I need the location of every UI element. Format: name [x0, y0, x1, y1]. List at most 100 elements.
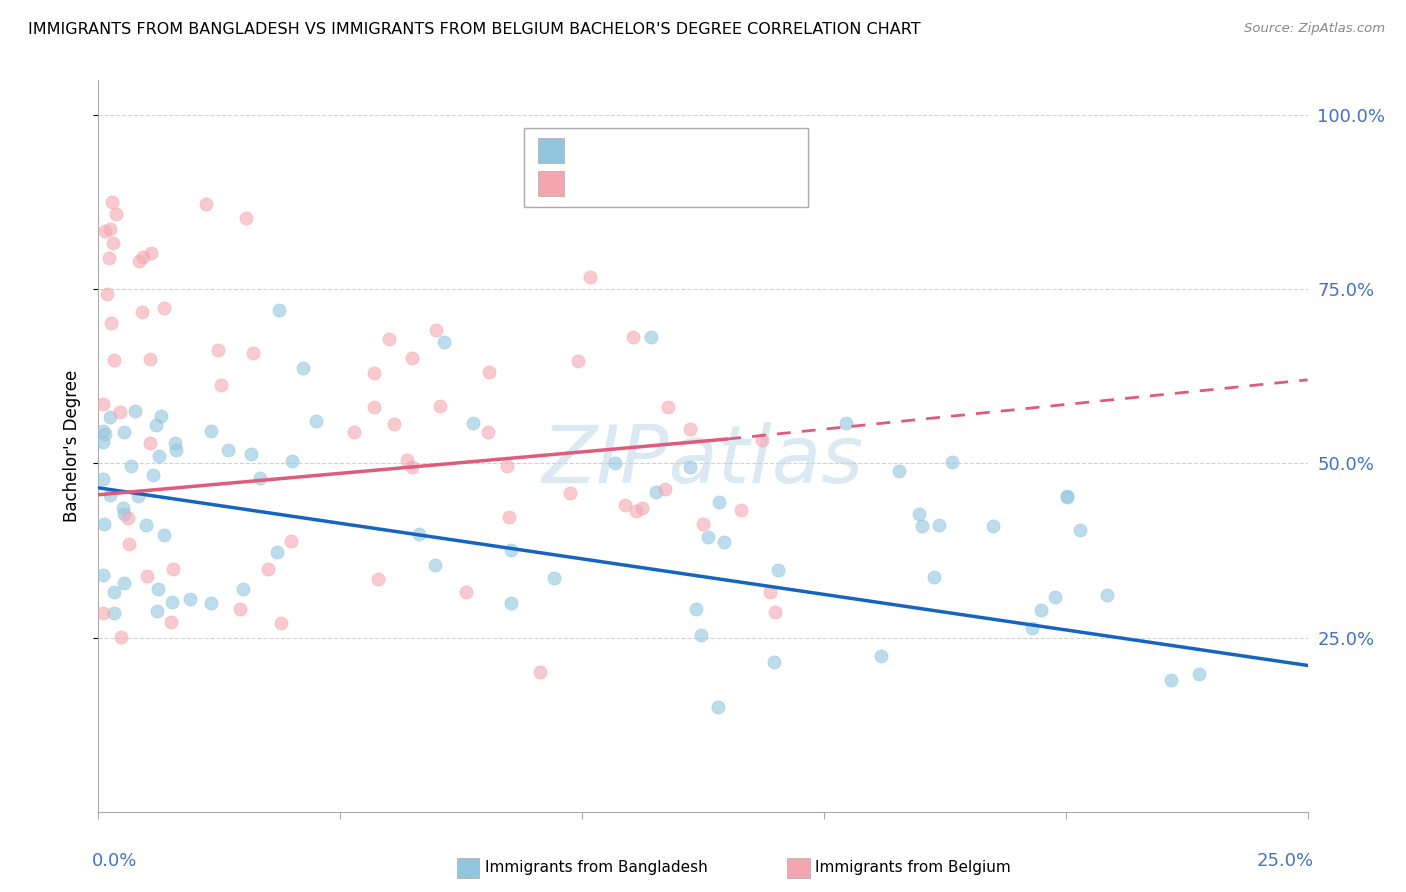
Point — [766, 563, 789, 577]
Point — [91, 568, 114, 582]
Text: ZIPatlas: ZIPatlas — [541, 422, 865, 500]
Point — [162, 562, 184, 576]
Point — [685, 602, 707, 616]
Text: Source: ZipAtlas.com: Source: ZipAtlas.com — [1244, 22, 1385, 36]
Point — [118, 537, 141, 551]
Point — [478, 364, 501, 378]
Point — [103, 353, 125, 368]
Point — [758, 584, 780, 599]
Point — [558, 485, 581, 500]
Text: R = -0.301  N = 77: R = -0.301 N = 77 — [575, 142, 747, 160]
Point — [765, 605, 787, 619]
Point — [91, 606, 114, 620]
Point — [160, 615, 183, 630]
Point — [1188, 667, 1211, 681]
Point — [343, 425, 366, 439]
Point — [707, 495, 730, 509]
Point — [269, 303, 291, 318]
Y-axis label: Bachelor's Degree: Bachelor's Degree — [63, 370, 82, 522]
Point — [496, 459, 519, 474]
Point — [543, 571, 565, 585]
Point — [98, 222, 121, 236]
Text: IMMIGRANTS FROM BANGLADESH VS IMMIGRANTS FROM BELGIUM BACHELOR'S DEGREE CORRELAT: IMMIGRANTS FROM BANGLADESH VS IMMIGRANTS… — [28, 22, 921, 37]
Point — [112, 507, 135, 521]
Point — [1029, 603, 1052, 617]
Point — [195, 196, 218, 211]
Text: 25.0%: 25.0% — [1257, 852, 1313, 870]
Point — [136, 569, 159, 583]
Point — [112, 425, 135, 439]
Point — [567, 353, 589, 368]
Point — [382, 417, 405, 431]
Point — [624, 504, 647, 518]
Point — [408, 527, 430, 541]
Point — [165, 436, 187, 450]
Point — [91, 434, 114, 449]
Point — [124, 404, 146, 418]
Point — [751, 433, 773, 447]
Point — [911, 519, 934, 533]
Point — [270, 616, 292, 631]
Point — [630, 501, 652, 516]
Point — [139, 352, 162, 367]
Point — [621, 330, 644, 344]
Point — [98, 488, 121, 502]
Point — [112, 576, 135, 591]
Point — [529, 665, 551, 680]
Point — [291, 361, 314, 376]
Point — [131, 305, 153, 319]
Point — [266, 545, 288, 559]
Point — [941, 455, 963, 469]
Point — [1069, 523, 1091, 537]
Point — [127, 489, 149, 503]
Point — [396, 453, 419, 467]
Point — [103, 585, 125, 599]
Point — [256, 562, 278, 576]
Point — [148, 582, 170, 597]
Point — [499, 543, 522, 558]
Point — [305, 414, 328, 428]
Point — [454, 584, 477, 599]
Text: Immigrants from Bangladesh: Immigrants from Bangladesh — [485, 861, 707, 875]
Text: R =  0.074  N = 66: R = 0.074 N = 66 — [575, 175, 745, 193]
Point — [640, 330, 662, 344]
Point — [603, 456, 626, 470]
Point — [93, 516, 115, 531]
Point — [363, 366, 385, 380]
Point — [887, 464, 910, 478]
Point — [200, 424, 222, 438]
Point — [463, 416, 485, 430]
Point — [165, 443, 187, 458]
Point — [692, 516, 714, 531]
Point — [232, 582, 254, 596]
Point — [730, 503, 752, 517]
Point — [922, 570, 945, 584]
Point — [235, 211, 257, 226]
Point — [120, 459, 142, 474]
Point — [401, 351, 423, 366]
Point — [91, 424, 114, 438]
Text: 0.0%: 0.0% — [93, 852, 138, 870]
Point — [153, 301, 176, 315]
Point — [614, 498, 637, 512]
Point — [1056, 489, 1078, 503]
Point — [433, 334, 456, 349]
Point — [153, 528, 176, 542]
Point — [104, 207, 127, 221]
Point — [499, 596, 522, 610]
Point — [579, 270, 602, 285]
Point — [498, 509, 520, 524]
Point — [645, 485, 668, 500]
Point — [363, 400, 385, 414]
Point — [280, 533, 302, 548]
Point — [117, 511, 139, 525]
Point — [145, 418, 167, 433]
Point — [111, 500, 134, 515]
Point — [100, 316, 122, 330]
Point — [94, 224, 117, 238]
Point — [138, 436, 160, 450]
Point — [690, 628, 713, 642]
Point — [654, 482, 676, 496]
Point — [425, 558, 447, 572]
Point — [200, 596, 222, 610]
